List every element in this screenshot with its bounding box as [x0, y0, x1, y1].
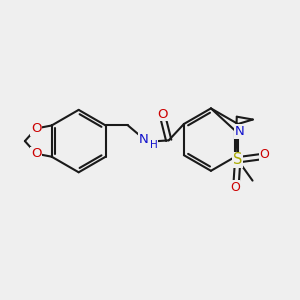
Text: N: N	[234, 125, 244, 138]
Text: O: O	[31, 147, 41, 160]
Text: O: O	[230, 181, 240, 194]
Text: O: O	[260, 148, 269, 161]
Text: O: O	[31, 122, 41, 135]
Text: S: S	[233, 152, 242, 167]
Text: O: O	[158, 108, 168, 121]
Text: H: H	[150, 140, 158, 150]
Text: N: N	[139, 133, 148, 146]
